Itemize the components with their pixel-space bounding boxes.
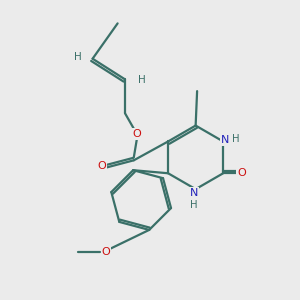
Text: H: H [138, 75, 146, 85]
Text: H: H [74, 52, 82, 62]
Text: N: N [221, 135, 230, 145]
Text: O: O [132, 129, 141, 139]
Text: H: H [190, 200, 198, 210]
Text: N: N [190, 188, 198, 198]
Text: O: O [97, 161, 106, 171]
Text: H: H [232, 134, 239, 143]
Text: O: O [237, 168, 246, 178]
Text: O: O [101, 247, 110, 256]
